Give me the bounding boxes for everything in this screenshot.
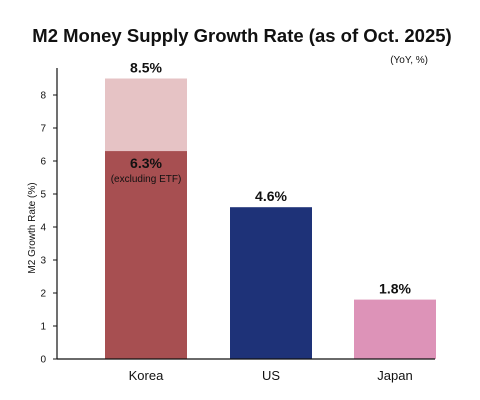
category-label-korea: Korea [129,368,164,383]
y-tick-label: 2 [40,289,46,300]
y-axis-label: M2 Growth Rate (%) [27,182,38,273]
y-tick-label: 7 [40,124,46,135]
bar-korea-excluding-etf [105,151,187,359]
y-tick-label: 3 [40,256,46,267]
value-label-korea: 8.5% [130,60,162,76]
y-axis-ticks: 0 1 2 3 4 5 6 7 8 [40,91,57,366]
y-tick-label: 4 [40,223,46,234]
y-tick-label: 8 [40,91,46,102]
bars [105,78,436,359]
bar-japan [354,299,436,359]
bar-us [230,207,312,359]
y-tick-label: 0 [40,355,46,366]
sub-value-label: 6.3% [130,155,162,171]
y-tick-label: 5 [40,190,46,201]
sub-value-note: (excluding ETF) [111,174,182,185]
y-tick-label: 1 [40,322,46,333]
value-label-us: 4.6% [255,188,287,204]
labels: 8.5% Korea 6.3% (excluding ETF) 4.6% US 1.8% Ja… [111,60,413,384]
y-tick-label: 6 [40,157,46,168]
value-label-japan: 1.8% [379,281,411,297]
category-label-us: US [262,368,280,383]
unit-note: (YoY, %) [390,55,428,66]
chart-title: M2 Money Supply Growth Rate (as of Oct. … [32,25,451,46]
category-label-japan: Japan [377,368,412,383]
